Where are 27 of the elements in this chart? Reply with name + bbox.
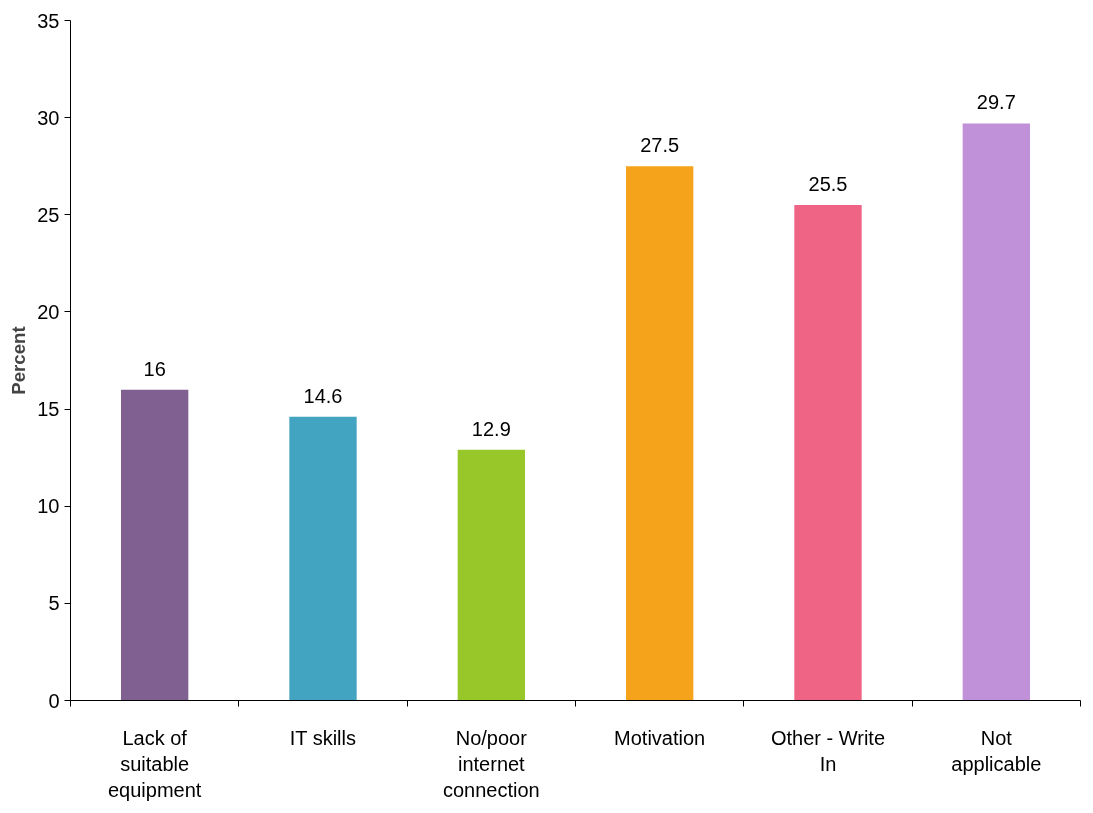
data-label: 29.7 bbox=[976, 91, 1016, 114]
bar bbox=[457, 449, 525, 701]
data-label: 12.9 bbox=[471, 417, 511, 440]
bar bbox=[626, 166, 694, 701]
bar bbox=[121, 389, 189, 701]
data-label: 27.5 bbox=[640, 134, 680, 157]
y-tick-label: 10 bbox=[37, 495, 60, 518]
data-label: 16 bbox=[143, 357, 166, 380]
y-tick-label: 25 bbox=[37, 203, 60, 226]
bar bbox=[962, 123, 1030, 701]
y-tick-label: 30 bbox=[37, 106, 60, 129]
bar bbox=[794, 205, 862, 701]
y-tick-label: 0 bbox=[48, 689, 60, 712]
y-tick-label: 5 bbox=[48, 592, 60, 615]
x-tick-label: Other - Write In bbox=[770, 726, 886, 775]
x-tick-label: Motivation bbox=[614, 726, 706, 749]
y-tick-label: 20 bbox=[37, 300, 60, 323]
bar bbox=[289, 416, 357, 701]
x-tick-label: Lack of suitable equipment bbox=[107, 726, 202, 802]
data-label: 25.5 bbox=[808, 173, 848, 196]
y-tick-label: 35 bbox=[37, 9, 60, 32]
data-label: 14.6 bbox=[303, 384, 343, 407]
y-axis-title: Percent bbox=[8, 326, 30, 395]
x-tick-label: No/poor internet connection bbox=[442, 726, 540, 802]
x-tick-label: Not applicable bbox=[951, 726, 1042, 775]
x-tick-label: IT skills bbox=[289, 726, 356, 749]
y-tick-label: 15 bbox=[37, 398, 60, 421]
